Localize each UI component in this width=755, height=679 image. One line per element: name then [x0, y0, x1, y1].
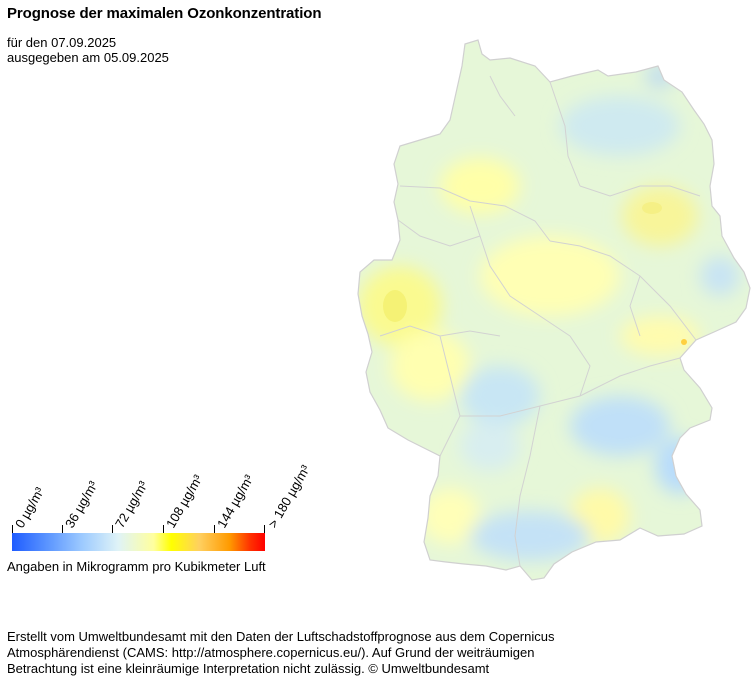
germany-ozone-map: [340, 36, 755, 586]
legend-tick-label: 144 µg/m³: [214, 472, 257, 531]
legend-tick: [62, 525, 63, 533]
issued-date: ausgegeben am 05.09.2025: [7, 50, 169, 65]
footer-line: Erstellt vom Umweltbundesamt mit den Dat…: [7, 629, 555, 644]
map-svg: [357, 39, 751, 581]
legend-tick: [214, 525, 215, 533]
legend-tick-label: 108 µg/m³: [163, 472, 206, 531]
legend-colorbar: [12, 533, 265, 551]
footer-line: Betrachtung ist eine kleinräumige Interp…: [7, 661, 490, 676]
ozone-field: [358, 64, 740, 561]
legend-tick: [12, 525, 13, 533]
legend-tick: [163, 525, 164, 533]
legend-tick-label: 72 µg/m³: [112, 478, 151, 531]
forecast-date: für den 07.09.2025: [7, 35, 117, 50]
legend-tick: [264, 525, 265, 533]
legend-tick-label: 36 µg/m³: [62, 478, 101, 531]
legend-tick: [112, 525, 113, 533]
footer-credits: Erstellt vom Umweltbundesamt mit den Dat…: [7, 629, 554, 677]
footer-line: Atmosphärendienst (CAMS: http://atmosphe…: [7, 645, 535, 660]
state-borders: [379, 75, 701, 567]
legend-tick-label: > 180 µg/m³: [265, 462, 313, 531]
page-title: Prognose der maximalen Ozonkonzentration: [7, 5, 322, 22]
legend-unit-note: Angaben in Mikrogramm pro Kubikmeter Luf…: [7, 559, 266, 574]
legend-tick-label: 0 µg/m³: [12, 484, 48, 531]
color-legend: 0 µg/m³ 36 µg/m³ 72 µg/m³ 108 µg/m³ 144 …: [0, 430, 340, 580]
country-outline: [357, 39, 751, 581]
